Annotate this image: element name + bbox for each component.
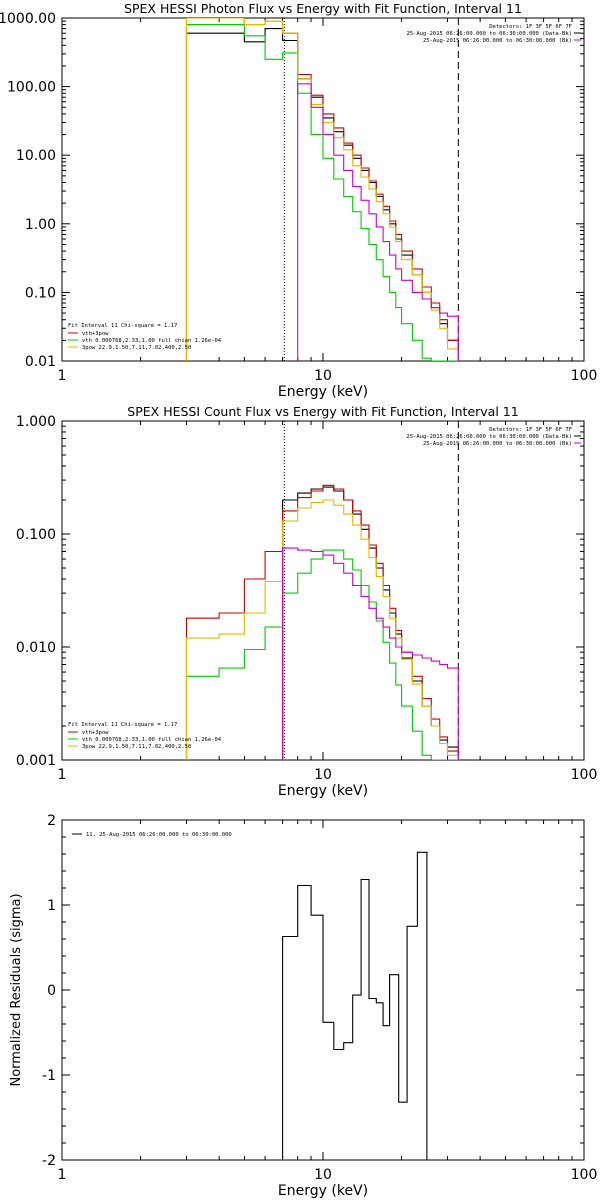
info-line: Detectors: 1F 3F 5F 6F 7F bbox=[489, 24, 572, 30]
series-group bbox=[282, 851, 428, 1160]
legend-title: Fit Interval 11 Chi-square = 1.17 bbox=[68, 722, 177, 728]
x-tick-label: 100 bbox=[571, 368, 598, 384]
info-line: 25-Aug-2015 06:26:00.000 to 06:30:00.000… bbox=[423, 38, 572, 44]
y-tick-label: 0 bbox=[47, 983, 56, 999]
legend-entry: vth+3pow bbox=[82, 331, 109, 337]
x-axis-label: Energy (keV) bbox=[278, 1183, 368, 1199]
legend-entry: vth 0.000768,2.33,1.00 full chian 1.26e-… bbox=[82, 737, 222, 743]
legend-entry: vth+3pow bbox=[82, 730, 109, 736]
legend-title: Fit Interval 11 Chi-square = 1.17 bbox=[68, 323, 177, 329]
series-1-step-line bbox=[185, 18, 459, 361]
x-tick-label: 10 bbox=[314, 368, 332, 384]
series-4-step-line bbox=[282, 547, 459, 760]
series-3-step-line bbox=[185, 499, 459, 760]
legend-entry: 3pow 22.9,1.50,7.11,7.02,400,2.50 bbox=[82, 345, 191, 351]
x-axis-label: Energy (keV) bbox=[278, 783, 368, 799]
series-1-step-line bbox=[185, 484, 459, 760]
chart-panel-2: 1 10 100 0.001 0.010 0.100 1.000 SPEX HESSI Cou… bbox=[16, 404, 597, 799]
info-line: 25-Aug-2015 06:26:00.000 to 06:30:00.000… bbox=[423, 441, 572, 447]
chart-panel-1: 1 10 100 0.01 0.10 1.00 10.00 100.00 1000.00 SPEX… bbox=[0, 1, 597, 400]
x-axis-label: Energy (keV) bbox=[278, 384, 368, 400]
y-axis-label: Normalized Residuals (sigma) bbox=[9, 893, 24, 1086]
x-tick-label: 100 bbox=[571, 1167, 598, 1183]
legend-entry: vth 0.000768,2.33,1.00 full chian 1.26e-… bbox=[82, 338, 222, 344]
chart-title: SPEX HESSI Photon Flux vs Energy with Fi… bbox=[124, 1, 522, 16]
series-group bbox=[185, 18, 459, 361]
y-tick-label: 0.100 bbox=[16, 527, 56, 543]
series-group bbox=[185, 484, 459, 760]
x-tick-label: 100 bbox=[571, 767, 598, 783]
plot-frame bbox=[61, 17, 585, 362]
info-line: Detectors: 1F 3F 5F 6F 7F bbox=[489, 427, 572, 433]
legend-entry: 3pow 22.9,1.50,7.11,7.02,400,2.50 bbox=[82, 744, 191, 750]
y-tick-label: 1.00 bbox=[25, 217, 56, 233]
chart-panel-3: 1 10 100 -2 -1 0 1 2 Energy (keV) Normalized Resi… bbox=[9, 813, 597, 1199]
series-2-step-line bbox=[185, 24, 459, 361]
y-tick-label: 0.001 bbox=[16, 753, 56, 769]
series-3-step-line bbox=[185, 18, 459, 361]
x-tick-label: 1 bbox=[58, 1167, 67, 1183]
y-tick-label: 2 bbox=[47, 813, 56, 829]
series-0-step-line bbox=[282, 851, 428, 1160]
chart-title: SPEX HESSI Count Flux vs Energy with Fit… bbox=[127, 404, 518, 419]
info-line: 25-Aug-2015 06:26:00.000 to 06:30:00.000… bbox=[406, 31, 572, 37]
series-4-step-line bbox=[297, 83, 459, 361]
y-tick-label: 1000.00 bbox=[0, 11, 56, 27]
x-tick-label: 1 bbox=[58, 767, 67, 783]
y-tick-label: 0.10 bbox=[25, 285, 56, 301]
y-tick-label: 1 bbox=[47, 898, 56, 914]
y-tick-label: 10.00 bbox=[16, 148, 56, 164]
series-2-step-line bbox=[185, 549, 459, 760]
y-tick-label: 0.01 bbox=[25, 354, 56, 370]
y-tick-label: 0.010 bbox=[16, 640, 56, 656]
info-line: 25-Aug-2015 06:26:00.000 to 06:30:00.000… bbox=[406, 434, 572, 440]
x-tick-label: 10 bbox=[314, 767, 332, 783]
y-tick-label: 100.00 bbox=[7, 80, 56, 96]
x-tick-label: 10 bbox=[314, 1167, 332, 1183]
plot-frame bbox=[61, 420, 585, 761]
x-tick-label: 1 bbox=[58, 368, 67, 384]
y-tick-label: 1.000 bbox=[16, 414, 56, 430]
y-tick-label: -2 bbox=[42, 1153, 56, 1169]
legend-entry: 11. 25-Aug-2015 06:26:00.000 to 06:30:00… bbox=[86, 832, 232, 838]
y-tick-label: -1 bbox=[42, 1068, 56, 1084]
series-0-step-line bbox=[185, 28, 459, 361]
